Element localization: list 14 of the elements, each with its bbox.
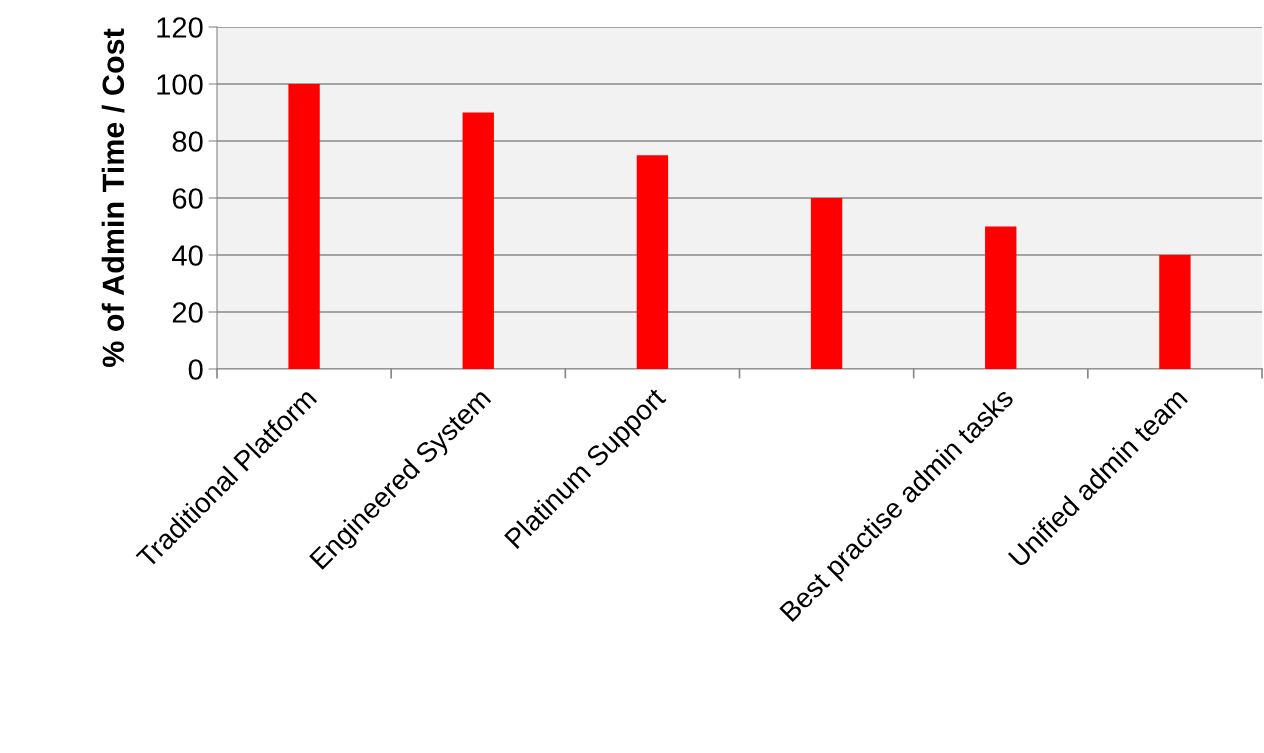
bar (636, 155, 669, 369)
y-tick-label: 100 (157, 74, 203, 95)
bar (810, 198, 843, 369)
bar (288, 84, 320, 369)
y-tick-label: 80 (172, 131, 203, 152)
y-tick-label: 20 (172, 302, 203, 323)
y-tick-label: 120 (157, 17, 203, 38)
y-axis-title: % of Admin Time / Cost (101, 28, 125, 367)
y-tick-label: 60 (172, 188, 203, 209)
bar (462, 112, 494, 369)
bar (985, 226, 1017, 369)
bar (1159, 255, 1191, 369)
y-tick-label: 0 (188, 359, 203, 380)
y-tick-label: 40 (172, 245, 203, 266)
